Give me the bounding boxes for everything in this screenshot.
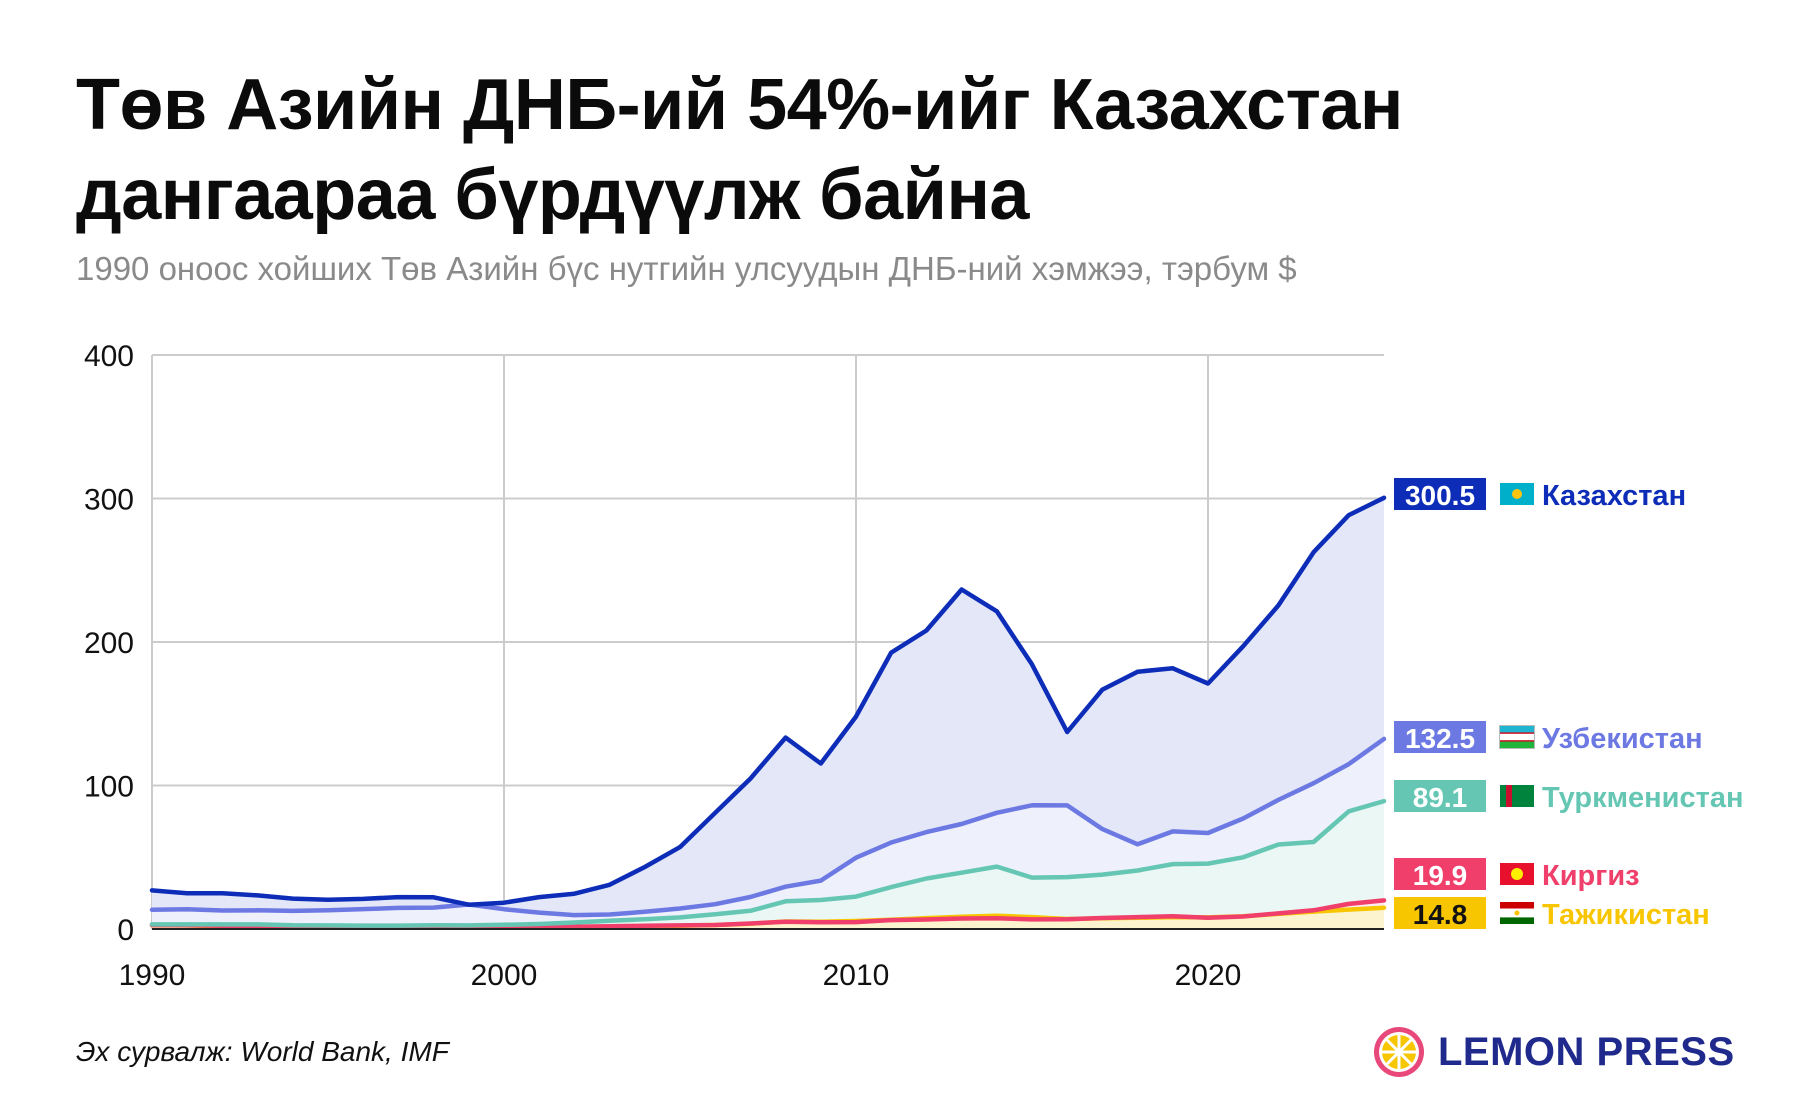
tajikistan-flag-icon [1500, 902, 1534, 924]
value-label: 132.5 [1405, 723, 1475, 754]
kyrgyzstan-flag-icon [1500, 863, 1534, 885]
end-labels: 300.5 Казахстан 132.5 Узбекистан 89.1 Туркмен… [1394, 478, 1744, 931]
x-tick-label: 2000 [471, 959, 538, 992]
area-turkmenistan [152, 801, 1384, 929]
flag-part [1500, 917, 1534, 924]
x-tick-label: 2010 [823, 959, 890, 992]
turkmenistan-flag-icon [1500, 785, 1534, 807]
area-fills [152, 497, 1384, 929]
brand-name: LEMON PRESS [1438, 1029, 1735, 1074]
flag-part [1500, 785, 1534, 807]
axes: 0 100 200 300 400 1990 2000 2010 2020 [84, 340, 1384, 992]
uzbekistan-flag-icon [1499, 725, 1535, 749]
flag-part [1506, 785, 1512, 807]
series-lines [149, 495, 1387, 930]
flag-part [1500, 732, 1534, 734]
value-label: 19.9 [1413, 860, 1468, 891]
x-tick-label: 1990 [119, 959, 186, 992]
series-line-uzbekistan [149, 736, 1387, 918]
value-badge [1394, 858, 1486, 890]
value-badge [1394, 478, 1486, 510]
flag-part [1500, 740, 1534, 742]
flag-part [1500, 726, 1534, 734]
end-label-uzbekistan: 132.5 Узбекистан [1394, 721, 1703, 755]
area-tajikistan [152, 907, 1384, 929]
series-line-turkmenistan [149, 798, 1387, 928]
value-label: 14.8 [1413, 899, 1468, 930]
series-name-label: Казахстан [1542, 480, 1686, 512]
kazakhstan-flag-icon [1500, 483, 1534, 505]
series-name-label: Тажикистан [1542, 899, 1710, 931]
value-badge [1394, 780, 1486, 812]
source-note: Эх сурвалж: World Bank, IMF [76, 1036, 449, 1067]
series-line-kazakhstan [149, 495, 1387, 907]
y-tick-label: 300 [84, 484, 134, 517]
value-badge [1394, 721, 1486, 753]
flag-part [1500, 902, 1534, 909]
flag-part [1511, 868, 1523, 880]
flag-part [1499, 725, 1535, 749]
end-label-kazakhstan: 300.5 Казахстан [1394, 478, 1686, 512]
y-tick-label: 200 [84, 627, 134, 660]
end-label-kyrgyzstan: 19.9 Киргиз [1394, 858, 1640, 892]
chart-subtitle: 1990 оноос хойших Төв Азийн бүс нутгийн … [76, 250, 1297, 287]
y-tick-label: 100 [84, 771, 134, 804]
end-label-tajikistan: 14.8 Тажикистан [1394, 897, 1710, 931]
lemon-icon [1374, 1027, 1424, 1077]
flag-part [1500, 740, 1534, 748]
series-name-label: Туркменистан [1542, 782, 1744, 814]
y-tick-label: 0 [117, 914, 134, 947]
value-badge [1394, 897, 1486, 929]
y-tick-label: 400 [84, 340, 134, 373]
flag-part [1514, 910, 1520, 916]
x-tick-label: 2020 [1175, 959, 1242, 992]
flag-part [1512, 489, 1522, 499]
brand-logo: LEMON PRESS [1372, 1024, 1735, 1080]
value-label: 300.5 [1405, 480, 1475, 511]
chart-title: Төв Азийн ДНБ-ий 54%-ийг Казахстан данга… [76, 65, 1403, 235]
value-label: 89.1 [1413, 782, 1468, 813]
flag-part [1500, 733, 1534, 741]
series-name-label: Узбекистан [1542, 723, 1703, 755]
end-label-turkmenistan: 89.1 Туркменистан [1394, 780, 1744, 814]
series-name-label: Киргиз [1542, 860, 1640, 892]
